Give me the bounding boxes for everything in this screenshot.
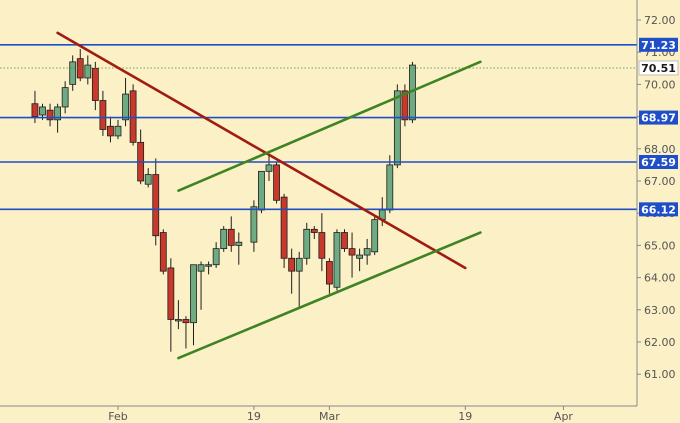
x-tick-label: 19 (247, 410, 261, 423)
y-tick-label: 65.00 (644, 239, 676, 252)
candle-up (235, 241, 243, 246)
candle-up (174, 319, 182, 322)
candle-down (46, 109, 54, 121)
candle-up (371, 219, 379, 253)
y-tick-label: 67.00 (644, 175, 676, 188)
candle-down (325, 261, 333, 285)
candle-down (227, 228, 235, 246)
candle-up (333, 232, 341, 288)
last-price-label-box (638, 60, 679, 76)
level-label: 67.59 (641, 156, 676, 169)
candle-up (69, 61, 77, 85)
level-label: 71.23 (641, 39, 676, 52)
candle-up (54, 106, 61, 121)
candle-up (122, 93, 129, 121)
candle-up (61, 87, 69, 108)
candle-down (182, 319, 190, 324)
level-label-box (639, 202, 678, 217)
candle-up (190, 264, 197, 324)
y-axis: 61.0062.0063.0064.0065.0066.0067.0068.00… (637, 14, 676, 381)
candle-up (386, 164, 394, 211)
candle-down (310, 228, 318, 233)
candle-up (250, 206, 258, 243)
level-label-box (639, 37, 678, 52)
candle-up (356, 254, 364, 259)
candle-up (197, 264, 205, 272)
candle-down (280, 196, 288, 259)
trendline-channel-lower (177, 231, 482, 360)
level-labels: 71.23 68.97 67.59 66.12 70.51 (638, 37, 679, 217)
candle-down (152, 174, 160, 237)
x-tick-label: Mar (319, 410, 340, 423)
candle-down (318, 232, 326, 259)
candles-layer (31, 48, 416, 352)
candle-up (220, 228, 228, 250)
candle-down (348, 248, 356, 256)
candle-up (144, 174, 152, 185)
x-tick-label: 19 (458, 410, 472, 423)
candle-up (205, 264, 213, 267)
y-tick-label: 64.00 (644, 272, 676, 285)
candle-down (31, 103, 39, 118)
y-tick-label: 61.00 (644, 368, 676, 381)
y-tick-label: 70.00 (644, 78, 676, 91)
candle-down (107, 125, 114, 137)
candle-up (39, 106, 46, 116)
level-label-box (639, 155, 678, 170)
y-tick-label: 62.00 (644, 336, 676, 349)
y-tick-label: 68.00 (644, 143, 676, 156)
candle-down (273, 164, 280, 201)
overlays-layer (0, 31, 637, 360)
candle-down (91, 67, 99, 101)
candle-down (159, 232, 167, 272)
y-tick-label: 72.00 (644, 14, 676, 27)
candle-down (341, 232, 348, 250)
y-tick-label: 63.00 (644, 304, 676, 317)
trendline-channel-upper (177, 60, 482, 192)
candle-up (393, 90, 401, 166)
x-axis: Feb 19 Mar 19 Apr (108, 406, 573, 423)
candle-down (288, 257, 296, 272)
level-label-box (639, 110, 678, 125)
level-label: 66.12 (641, 203, 676, 216)
trendline-down (56, 31, 467, 270)
candle-up (303, 228, 311, 259)
candle-down (99, 100, 107, 130)
candle-down (129, 90, 137, 143)
candle-up (363, 248, 371, 256)
last-price-label: 70.51 (641, 62, 676, 75)
candle-up (258, 170, 265, 211)
candle-up (265, 164, 273, 172)
candle-up (212, 248, 220, 266)
level-label: 68.97 (641, 112, 676, 125)
candle-down (401, 90, 409, 121)
candle-up (84, 64, 92, 79)
candle-down (167, 267, 175, 320)
x-tick-label: Apr (554, 410, 574, 423)
candle-up (114, 125, 122, 137)
x-tick-label: Feb (108, 410, 127, 423)
candle-up (295, 257, 303, 272)
